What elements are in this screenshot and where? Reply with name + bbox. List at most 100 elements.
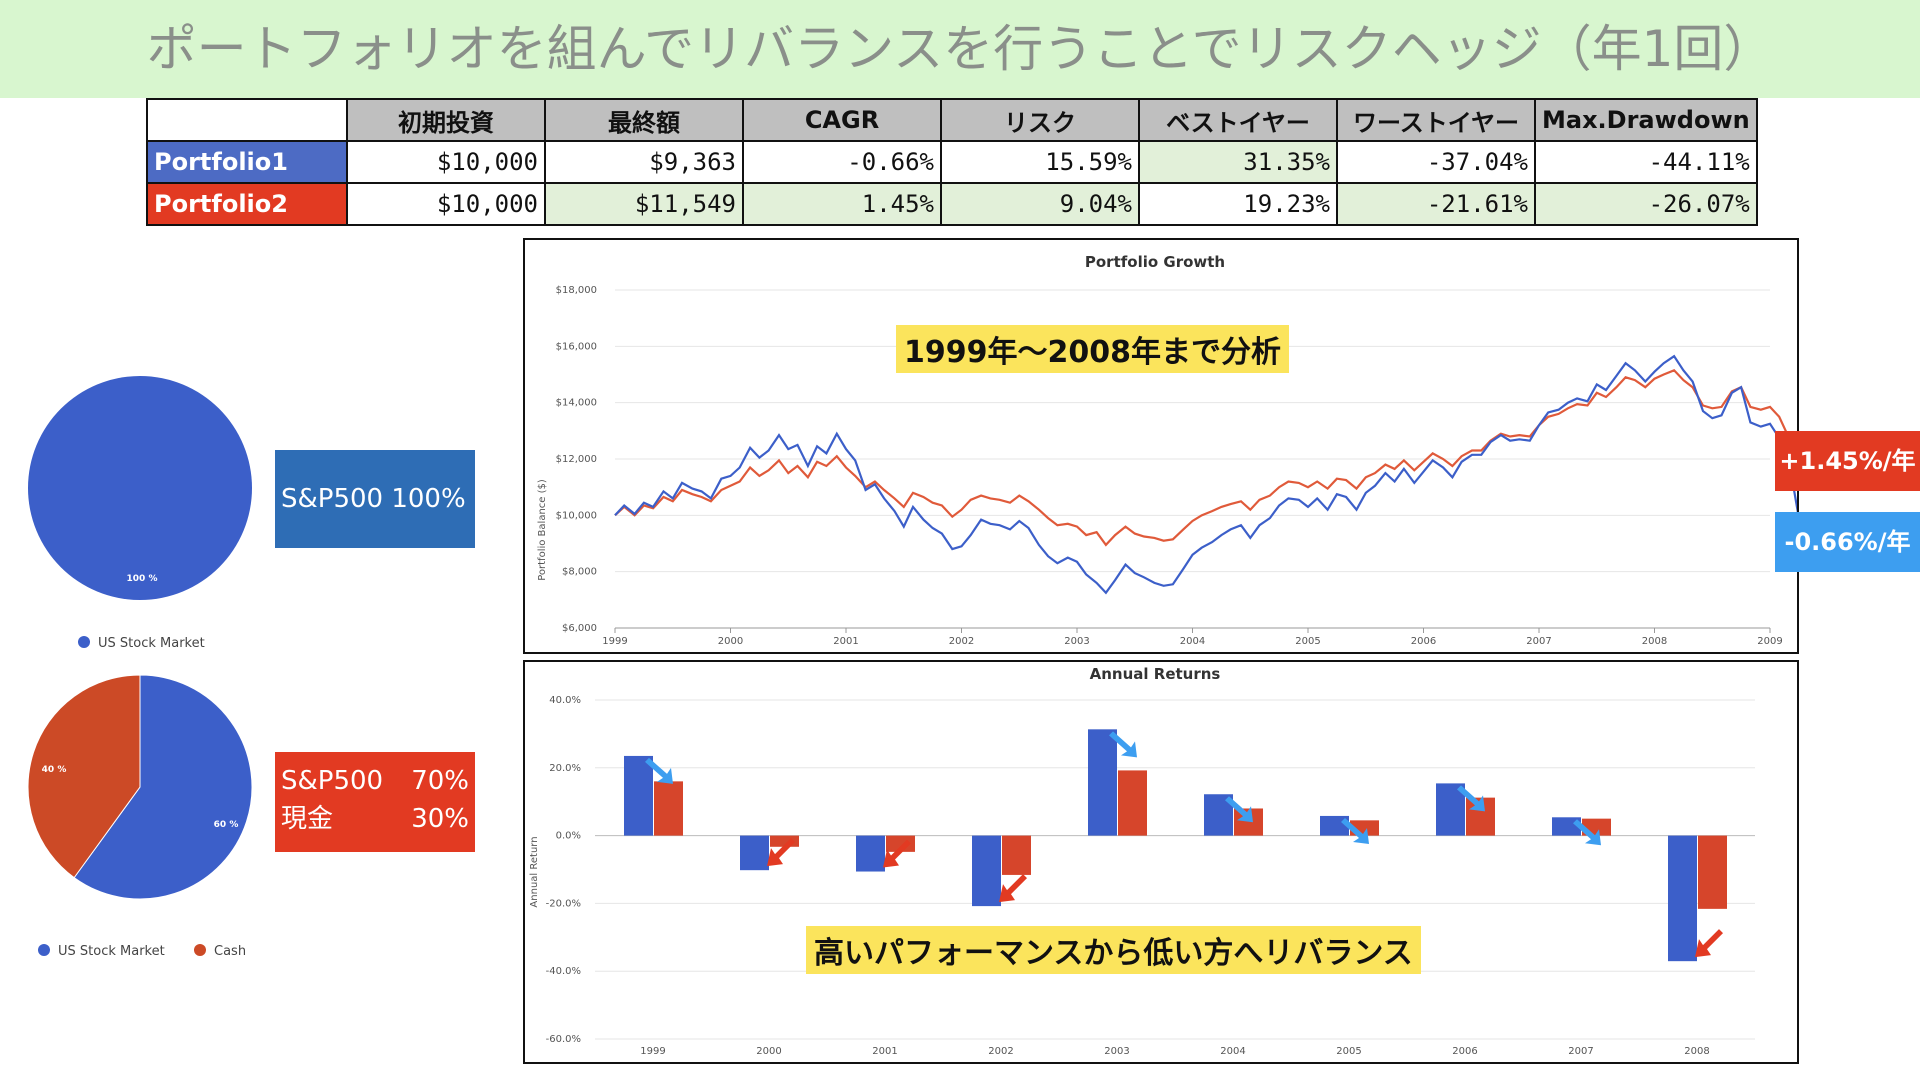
y-tick-label: $8,000 (562, 567, 597, 578)
rebalance-arrow-icon (1225, 796, 1253, 823)
returns-y-axis-title: Annual Return (529, 836, 540, 907)
stats-table: 初期投資 最終額 CAGR リスク ベストイヤー ワーストイヤー Max.Dra… (146, 98, 1758, 226)
table-cell: $10,000 (346, 140, 546, 184)
growth-chart-title: Portfolio Growth (1085, 253, 1225, 271)
y-tick-label: $18,000 (556, 285, 597, 296)
table-corner (146, 98, 348, 142)
bar (770, 835, 799, 847)
x-tick-label: 2006 (1411, 636, 1436, 647)
bar (624, 755, 653, 836)
table-cell: 9.04% (940, 182, 1140, 226)
allocation-line: 現金 30% (281, 800, 469, 838)
pie-slice (73, 675, 253, 900)
x-tick-label: 2001 (833, 636, 858, 647)
rebalance-arrow-icon (1573, 819, 1601, 846)
x-tick-label: 2004 (1220, 1046, 1245, 1057)
x-tick-label: 2008 (1684, 1046, 1709, 1057)
allocation-asset: 現金 (281, 804, 334, 834)
y-tick-label: 0.0% (556, 831, 581, 842)
returns-chart: Annual Returns Annual Return -60.0% -40.0… (529, 665, 1755, 1057)
x-tick-label: 2002 (949, 636, 974, 647)
table-cell: -0.66% (742, 140, 942, 184)
portfolio1-name: Portfolio1 (146, 140, 348, 184)
y-tick-label: $16,000 (556, 341, 597, 352)
portfolio2-allocation-label: S&P500 70% 現金 30% (275, 752, 475, 852)
growth-chart-frame: Portfolio Growth Portfolio Balance ($) $… (523, 238, 1819, 654)
y-tick-label: 20.0% (549, 763, 581, 774)
x-tick-label: 1999 (640, 1046, 665, 1057)
legend-swatch (78, 636, 90, 648)
title-banner (0, 0, 1920, 98)
series-line (614, 354, 1819, 595)
pie-slice (27, 675, 141, 879)
y-tick-label: $14,000 (556, 398, 597, 409)
x-tick-label: 2002 (988, 1046, 1013, 1057)
growth-y-axis-title: Portfolio Balance ($) (537, 479, 548, 581)
pie-slice (28, 376, 252, 600)
x-tick-label: 2004 (1180, 636, 1205, 647)
table-cell: -37.04% (1336, 140, 1536, 184)
bar (972, 835, 1001, 907)
rebalance-arrow-icon (1341, 817, 1369, 844)
y-tick-label: 40.0% (549, 695, 581, 706)
growth-chart: Portfolio Growth Portfolio Balance ($) $… (537, 253, 1819, 647)
x-tick-label: 2007 (1568, 1046, 1593, 1057)
y-tick-label: $6,000 (562, 623, 597, 634)
slide-title: ポートフォリオを組んでリバランスを行うことでリスクヘッジ（年1回） (146, 20, 1774, 78)
rebalance-arrow-icon (883, 839, 911, 868)
y-tick-label: -40.0% (546, 966, 581, 977)
bar (1118, 770, 1147, 836)
analysis-period-note: 1999年〜2008年まで分析 (896, 325, 1289, 373)
column-header: リスク (940, 98, 1140, 142)
table-cell: -44.11% (1534, 140, 1758, 184)
allocation-asset: S&P500 (281, 766, 384, 796)
bar (654, 781, 683, 836)
returns-chart-frame: Annual Returns Annual Return -60.0% -40.0… (523, 660, 1799, 1064)
table-cell: -21.61% (1336, 182, 1536, 226)
x-tick-label: 2001 (872, 1046, 897, 1057)
y-tick-label: $12,000 (556, 454, 597, 465)
bar (1552, 817, 1581, 836)
x-tick-label: 2005 (1295, 636, 1320, 647)
column-header: Max.Drawdown (1534, 98, 1758, 142)
x-tick-label: 1999 (602, 636, 627, 647)
x-tick-label: 2009 (1757, 636, 1782, 647)
table-cell: 31.35% (1138, 140, 1338, 184)
table-cell: 1.45% (742, 182, 942, 226)
bar (856, 835, 885, 872)
portfolio2-rate-tag: +1.45%/年 (1775, 431, 1920, 491)
pie2-slice-label: 60 % (214, 820, 239, 830)
series-line (614, 368, 1819, 547)
allocation-pct: 30% (411, 804, 469, 834)
bar (740, 835, 769, 871)
bar (1002, 835, 1031, 875)
table-cell: $9,363 (544, 140, 744, 184)
bar (1088, 729, 1117, 836)
portfolio1-allocation-label: S&P500 100% (275, 450, 475, 548)
column-header: ベストイヤー (1138, 98, 1338, 142)
x-tick-label: 2003 (1064, 636, 1089, 647)
pie-chart-1: 100 % US Stock Market (28, 376, 252, 651)
rebalance-arrow-icon (999, 874, 1027, 903)
y-tick-label: $10,000 (556, 510, 597, 521)
x-tick-label: 2007 (1526, 636, 1551, 647)
column-header: ワーストイヤー (1336, 98, 1536, 142)
table-row: Portfolio2 $10,000 $11,549 1.45% 9.04% 1… (146, 182, 1758, 226)
table-cell: 19.23% (1138, 182, 1338, 226)
pie1-slice-label: 100 % (127, 574, 158, 584)
pie2-slice-label: 40 % (42, 765, 67, 775)
x-tick-label: 2000 (718, 636, 743, 647)
column-header: 初期投資 (346, 98, 546, 142)
x-tick-label: 2006 (1452, 1046, 1477, 1057)
allocation-line: S&P500 70% (281, 762, 469, 800)
legend-swatch (38, 944, 50, 956)
bar (1698, 835, 1727, 909)
bar (1320, 815, 1349, 836)
pie1-slices (28, 376, 252, 600)
rebalance-note: 高いパフォーマンスから低い方へリバランス (806, 926, 1421, 974)
bar (1668, 835, 1697, 962)
allocation-pct: 70% (411, 766, 469, 796)
x-tick-label: 2000 (756, 1046, 781, 1057)
pie1-legend-label: US Stock Market (98, 636, 205, 651)
x-tick-label: 2003 (1104, 1046, 1129, 1057)
